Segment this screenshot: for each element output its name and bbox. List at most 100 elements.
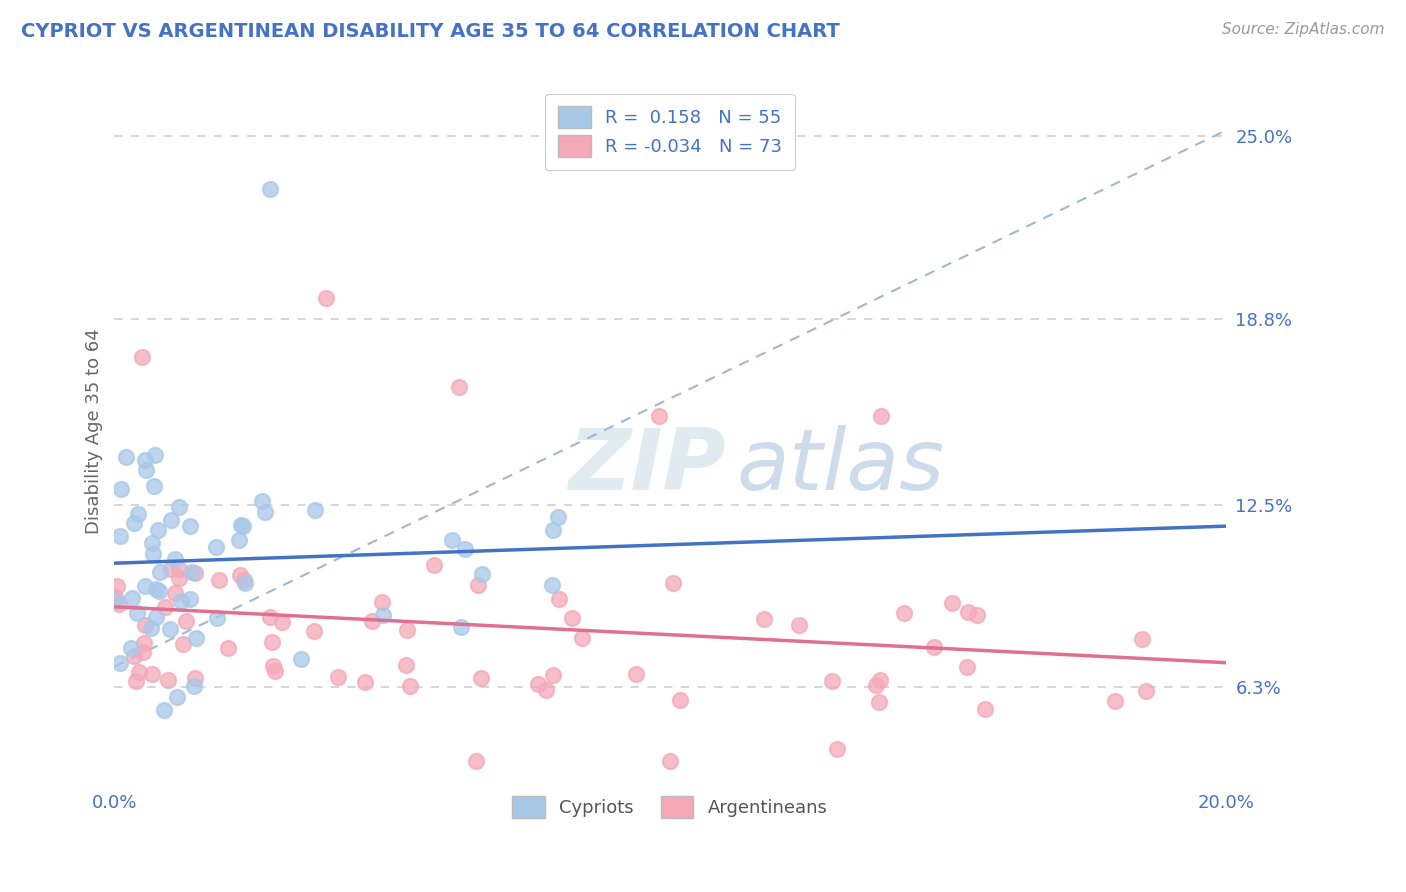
Point bbox=[114, 450, 136, 465]
Point bbox=[184, 631, 207, 645]
Text: atlas: atlas bbox=[737, 425, 945, 508]
Point bbox=[166, 690, 188, 704]
Legend: Cypriots, Argentineans: Cypriots, Argentineans bbox=[505, 789, 835, 825]
Point bbox=[127, 508, 149, 522]
Point bbox=[108, 656, 131, 670]
Point bbox=[548, 591, 571, 606]
Point bbox=[290, 652, 312, 666]
Point bbox=[541, 577, 564, 591]
Point bbox=[172, 637, 194, 651]
Point bbox=[141, 535, 163, 549]
Point bbox=[467, 578, 489, 592]
Point bbox=[464, 754, 486, 768]
Point bbox=[143, 448, 166, 462]
Point bbox=[134, 617, 156, 632]
Point bbox=[132, 645, 155, 659]
Point bbox=[1135, 683, 1157, 698]
Point bbox=[259, 182, 281, 196]
Point bbox=[108, 597, 131, 611]
Point bbox=[547, 510, 569, 524]
Point bbox=[125, 674, 148, 689]
Point bbox=[254, 505, 277, 519]
Point bbox=[1104, 694, 1126, 708]
Point bbox=[974, 702, 997, 716]
Point bbox=[956, 659, 979, 673]
Point bbox=[526, 677, 548, 691]
Point bbox=[163, 552, 186, 566]
Point bbox=[143, 479, 166, 493]
Point bbox=[394, 657, 416, 672]
Text: ZIP: ZIP bbox=[568, 425, 725, 508]
Y-axis label: Disability Age 35 to 64: Disability Age 35 to 64 bbox=[86, 328, 103, 533]
Point bbox=[183, 679, 205, 693]
Text: CYPRIOT VS ARGENTINEAN DISABILITY AGE 35 TO 64 CORRELATION CHART: CYPRIOT VS ARGENTINEAN DISABILITY AGE 35… bbox=[21, 22, 839, 41]
Point bbox=[179, 591, 201, 606]
Point bbox=[315, 292, 337, 306]
Point bbox=[145, 582, 167, 596]
Point bbox=[662, 576, 685, 591]
Point bbox=[170, 594, 193, 608]
Point bbox=[1130, 632, 1153, 646]
Point bbox=[264, 664, 287, 678]
Point bbox=[131, 351, 153, 365]
Point bbox=[184, 566, 207, 581]
Point bbox=[371, 608, 394, 623]
Point bbox=[229, 568, 252, 582]
Point bbox=[440, 533, 463, 548]
Point bbox=[146, 523, 169, 537]
Point bbox=[179, 519, 201, 533]
Point bbox=[228, 533, 250, 547]
Point bbox=[259, 610, 281, 624]
Point bbox=[145, 610, 167, 624]
Point bbox=[450, 620, 472, 634]
Point bbox=[399, 680, 422, 694]
Point bbox=[250, 493, 273, 508]
Point bbox=[870, 409, 893, 424]
Point bbox=[148, 583, 170, 598]
Point bbox=[149, 565, 172, 579]
Point bbox=[371, 595, 394, 609]
Point bbox=[659, 754, 682, 768]
Point bbox=[447, 380, 470, 394]
Point bbox=[360, 615, 382, 629]
Point bbox=[543, 668, 565, 682]
Point bbox=[571, 632, 593, 646]
Point bbox=[153, 703, 176, 717]
Point bbox=[139, 621, 162, 635]
Point bbox=[624, 667, 647, 681]
Text: Source: ZipAtlas.com: Source: ZipAtlas.com bbox=[1222, 22, 1385, 37]
Point bbox=[326, 670, 349, 684]
Point bbox=[869, 673, 891, 687]
Point bbox=[104, 591, 127, 605]
Point bbox=[868, 695, 890, 709]
Point bbox=[534, 683, 557, 698]
Point bbox=[167, 562, 190, 576]
Point bbox=[423, 558, 446, 573]
Point bbox=[304, 502, 326, 516]
Point bbox=[232, 518, 254, 533]
Point bbox=[453, 541, 475, 556]
Point bbox=[142, 547, 165, 561]
Point bbox=[122, 516, 145, 530]
Point bbox=[821, 674, 844, 689]
Point bbox=[941, 596, 963, 610]
Point bbox=[956, 605, 979, 619]
Point bbox=[470, 671, 492, 685]
Point bbox=[233, 574, 256, 588]
Point bbox=[893, 606, 915, 620]
Point bbox=[121, 591, 143, 605]
Point bbox=[110, 482, 132, 496]
Point bbox=[541, 523, 564, 537]
Point bbox=[787, 617, 810, 632]
Point bbox=[135, 463, 157, 477]
Point bbox=[271, 615, 294, 630]
Point bbox=[966, 607, 988, 622]
Point bbox=[169, 500, 191, 514]
Point bbox=[141, 666, 163, 681]
Point bbox=[471, 567, 494, 582]
Point bbox=[121, 641, 143, 656]
Point bbox=[354, 674, 377, 689]
Point bbox=[825, 742, 848, 756]
Point bbox=[160, 562, 183, 576]
Point bbox=[122, 648, 145, 663]
